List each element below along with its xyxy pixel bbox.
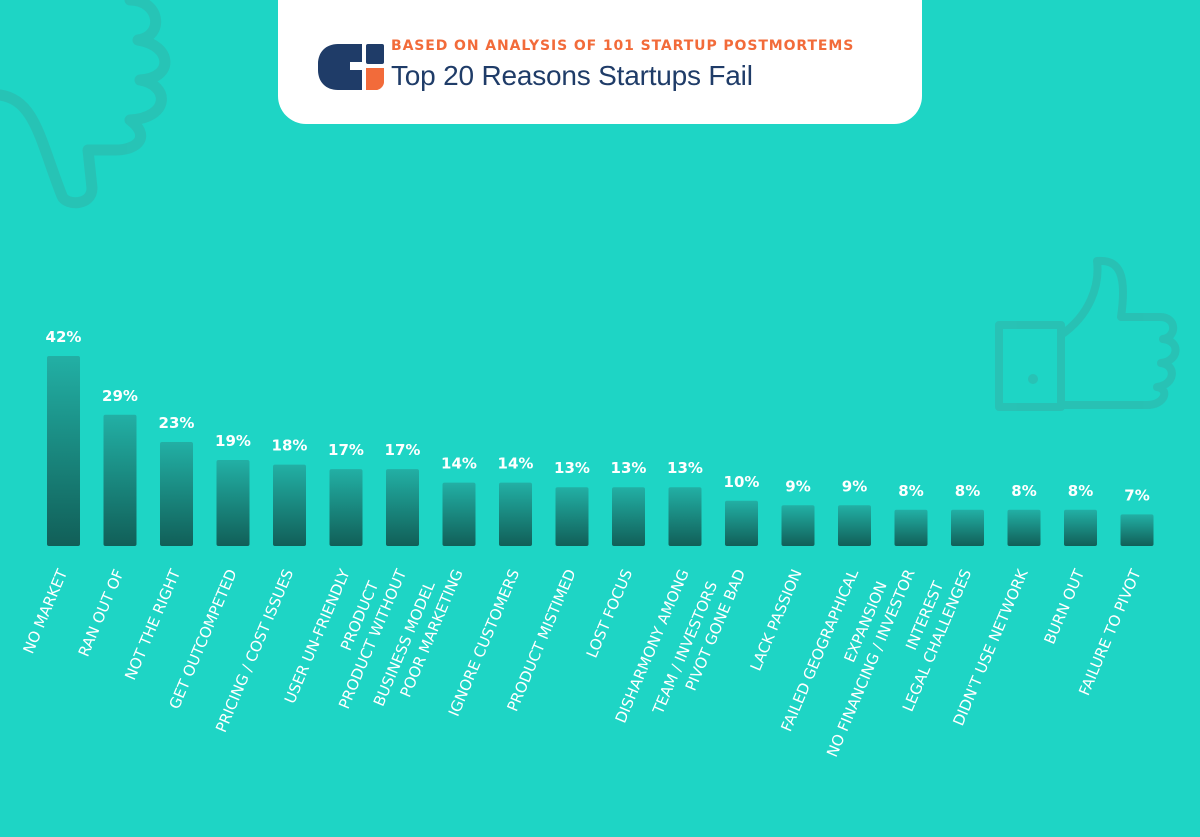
- category-label-20: FAILURE TO PIVOT: [1075, 566, 1145, 698]
- value-label-18: 8%: [1011, 482, 1036, 500]
- value-label-5: 18%: [272, 437, 308, 455]
- bars-group: [47, 356, 1154, 546]
- category-label-3: NOT THE RIGHT: [121, 566, 184, 683]
- bar-4: [216, 460, 250, 546]
- bar-10: [555, 487, 589, 546]
- category-label-line: NOT THE RIGHT: [121, 566, 184, 683]
- bar-3: [160, 441, 193, 546]
- value-label-20: 7%: [1124, 486, 1149, 504]
- bar-19: [1064, 509, 1097, 546]
- value-label-12: 13%: [667, 459, 703, 477]
- bar-11: [612, 487, 645, 546]
- category-label-19: BURN OUT: [1040, 566, 1088, 647]
- bar-16: [894, 509, 928, 546]
- bar-13: [725, 500, 758, 546]
- thumbs-up-icon: [995, 256, 1180, 411]
- category-label-line: LOST FOCUS: [583, 567, 636, 661]
- category-label-14: LACK PASSION: [747, 567, 806, 674]
- bar-7: [386, 469, 419, 546]
- value-label-1: 42%: [46, 328, 82, 346]
- value-label-8: 14%: [441, 455, 477, 473]
- bar-2: [103, 414, 137, 546]
- value-label-2: 29%: [102, 387, 138, 405]
- bar-1: [47, 356, 80, 546]
- value-labels-group: 42% 29% 23% 19% 18% 17% 17% 14% 14% 13% 13% 13% 10% 9…: [46, 328, 1150, 504]
- value-label-14: 9%: [785, 477, 810, 495]
- bar-15: [838, 505, 871, 546]
- bar-8: [442, 482, 476, 546]
- value-label-16: 8%: [898, 482, 923, 500]
- category-label-line: LACK PASSION: [747, 567, 806, 674]
- category-label-11: LOST FOCUS: [583, 567, 636, 661]
- category-label-1: NO MARKET: [19, 566, 71, 657]
- bar-5: [273, 464, 306, 546]
- value-label-3: 23%: [159, 414, 195, 432]
- bar-17: [951, 509, 984, 546]
- value-label-7: 17%: [385, 441, 421, 459]
- category-label-2: RAN OUT OF: [75, 567, 128, 660]
- thumbs-down-icon: [0, 0, 171, 209]
- logo-icon: [318, 44, 384, 90]
- value-label-4: 19%: [215, 432, 251, 450]
- value-label-10: 13%: [554, 459, 590, 477]
- chart-title: Top 20 Reasons Startups Fail: [391, 60, 753, 91]
- bar-18: [1007, 509, 1041, 546]
- value-label-19: 8%: [1068, 482, 1093, 500]
- bar-6: [329, 469, 363, 546]
- category-label-line: FAILURE TO PIVOT: [1075, 566, 1145, 698]
- value-label-6: 17%: [328, 441, 364, 459]
- value-label-9: 14%: [498, 455, 534, 473]
- category-label-line: RAN OUT OF: [75, 567, 128, 660]
- bar-20: [1120, 514, 1154, 546]
- category-label-line: BURN OUT: [1040, 566, 1088, 647]
- value-label-11: 13%: [611, 459, 647, 477]
- value-label-13: 10%: [724, 473, 760, 491]
- bar-12: [668, 487, 702, 546]
- value-label-15: 9%: [842, 477, 867, 495]
- bar-14: [781, 505, 815, 546]
- category-label-line: NO MARKET: [19, 566, 71, 657]
- bar-9: [499, 482, 532, 546]
- value-label-17: 8%: [955, 482, 980, 500]
- header-card: BASED ON ANALYSIS OF 101 STARTUP POSTMOR…: [278, 0, 922, 124]
- chart-subtitle: BASED ON ANALYSIS OF 101 STARTUP POSTMOR…: [391, 38, 855, 54]
